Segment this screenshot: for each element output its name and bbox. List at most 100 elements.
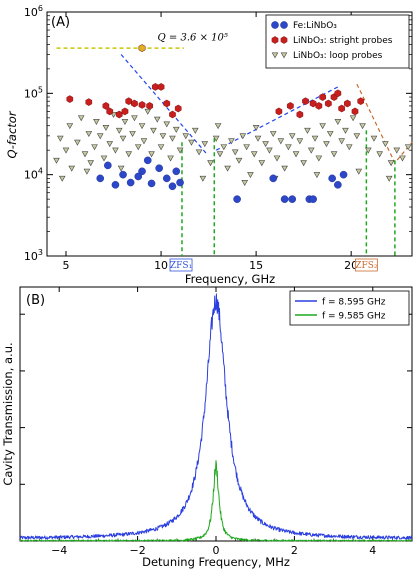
data-point <box>140 138 148 145</box>
data-point <box>62 147 70 154</box>
zfs-label-text: ZFS₁ <box>170 261 192 271</box>
x-tick-label: −4 <box>51 544 67 557</box>
data-point <box>231 149 239 156</box>
y-tick-label: 106 <box>24 4 43 19</box>
data-point <box>370 135 378 142</box>
data-point <box>338 104 345 113</box>
data-point <box>172 126 180 133</box>
data-point <box>68 165 76 172</box>
data-point <box>342 127 349 134</box>
legend-label: LiNbO₃: loop probes <box>293 51 383 61</box>
data-point <box>385 175 393 182</box>
panel-b-axes: −4 −2 0 2 4 <box>19 287 413 557</box>
panel-b-legend-box <box>289 290 410 326</box>
data-point <box>143 156 152 165</box>
data-point <box>119 135 127 142</box>
data-point <box>393 147 401 154</box>
data-point <box>81 151 89 158</box>
data-point <box>334 181 342 189</box>
zfs-label: ZFS₁ <box>169 258 193 272</box>
data-point <box>296 110 304 119</box>
data-point <box>207 160 214 167</box>
data-point <box>300 160 307 167</box>
data-point <box>100 155 108 162</box>
legend-entry: Fe:LiNbO₃ <box>271 21 337 31</box>
data-point <box>131 115 138 122</box>
data-point <box>157 144 165 151</box>
panel-a-legend-box <box>265 14 410 69</box>
legend-label: LiNbO₃: stright probes <box>293 36 393 46</box>
data-point <box>157 83 165 91</box>
data-point <box>212 135 220 142</box>
data-point <box>307 147 315 154</box>
y-tick-label: 103 <box>24 248 43 263</box>
x-tick-label: 0 <box>213 544 220 557</box>
data-point <box>233 195 241 203</box>
data-point <box>87 160 95 167</box>
data-point <box>53 157 60 164</box>
data-point <box>273 155 281 162</box>
data-point <box>146 102 154 110</box>
zfs-label-box <box>354 258 378 272</box>
panel-b-label: (B) <box>26 293 45 308</box>
data-point <box>131 99 138 108</box>
data-point <box>364 147 372 154</box>
data-point <box>330 151 338 158</box>
data-point <box>138 101 146 109</box>
panel-b-ylabel: Cavity Transmission, a.u. <box>1 342 15 485</box>
data-point <box>247 172 254 179</box>
data-point <box>125 151 133 158</box>
data-point <box>376 151 383 158</box>
panel-a-frame <box>46 11 413 257</box>
data-point <box>326 131 334 137</box>
data-point <box>150 127 157 134</box>
panel-b: (B) Detuning Frequency, MHz Cavity Trans… <box>1 286 413 569</box>
data-point <box>328 174 336 183</box>
legend-label: f = 8.595 GHz <box>322 298 386 308</box>
data-point <box>134 144 142 151</box>
data-point <box>162 174 171 183</box>
data-point <box>220 144 228 151</box>
data-point <box>121 107 129 116</box>
panel-b-plot-area <box>19 293 413 542</box>
legend-marker <box>271 36 279 44</box>
data-point <box>258 160 266 167</box>
data-point <box>66 123 74 130</box>
data-point <box>313 172 321 179</box>
data-point <box>285 144 292 151</box>
panel-a-axes: 5 10 15 20 103 104 105 106 ZFS₁ ZFS₂ <box>24 4 412 272</box>
data-point <box>280 195 289 203</box>
data-point <box>195 149 203 156</box>
data-point <box>228 138 235 145</box>
panel-a: (A) Frequency, GHz Q-factor 5 10 15 20 103 10… <box>5 4 413 286</box>
data-point <box>115 127 123 134</box>
panel-a-plot-area: Q = 3.6 × 10⁵ <box>53 32 413 256</box>
data-point <box>191 127 199 134</box>
x-tick-label: 4 <box>369 544 376 557</box>
data-point <box>382 141 389 148</box>
data-point <box>319 123 326 130</box>
data-point <box>106 107 114 116</box>
data-point <box>275 107 283 116</box>
data-point <box>269 131 277 137</box>
data-point <box>85 131 93 137</box>
legend-marker <box>280 21 288 29</box>
data-point <box>112 147 119 154</box>
data-point <box>243 144 250 151</box>
data-point <box>262 141 269 148</box>
panel-a-xlabel: Frequency, GHz <box>185 272 275 286</box>
data-point <box>288 133 296 140</box>
data-point <box>315 102 323 110</box>
legend-marker <box>271 52 279 59</box>
data-point <box>288 195 297 203</box>
legend-label: Fe:LiNbO₃ <box>293 21 337 31</box>
data-point <box>182 133 190 140</box>
data-point <box>250 151 258 158</box>
data-point <box>309 99 317 108</box>
data-point <box>269 174 278 183</box>
x-tick-label: −2 <box>129 544 145 557</box>
data-point <box>188 139 195 146</box>
zfs-label: ZFS₂ <box>354 258 378 272</box>
data-point <box>216 151 224 158</box>
